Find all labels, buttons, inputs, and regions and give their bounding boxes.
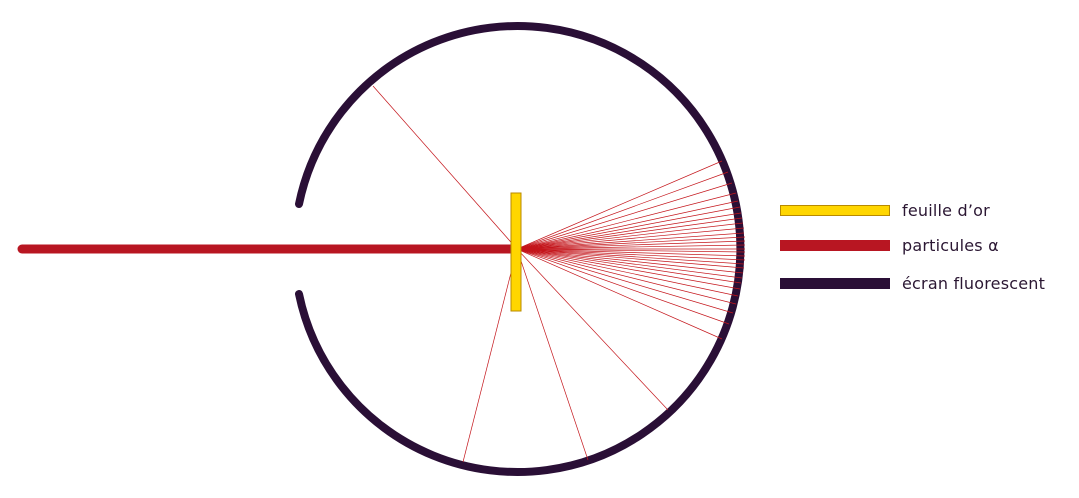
scattered-ray — [516, 248, 741, 290]
scattered-ray — [516, 248, 737, 305]
scattered-ray — [516, 248, 746, 257]
scattered-ray — [516, 200, 739, 250]
scattered-ray — [516, 248, 746, 261]
legend-label-gold-foil: feuille d’or — [902, 200, 990, 220]
scattered-ray — [516, 227, 745, 250]
legend-label-fluorescent-screen: écran fluorescent — [902, 273, 1046, 293]
scattered-ray — [516, 248, 743, 279]
legend-label-alpha-particles: particules α — [902, 235, 999, 255]
scattered-ray — [516, 248, 730, 325]
scattered-ray — [516, 192, 737, 250]
legend-swatch-fluorescent-screen — [780, 277, 890, 289]
gold-foil — [510, 192, 522, 312]
legend-swatch-gold-foil — [780, 204, 890, 216]
scattered-ray — [516, 222, 744, 250]
scattered-ray — [516, 171, 729, 250]
scattered-ray — [516, 248, 745, 265]
scattered-ray — [516, 248, 734, 314]
scattered-ray — [516, 248, 669, 411]
scattered-ray — [516, 248, 746, 253]
scattered-ray — [516, 240, 746, 250]
scattered-ray — [516, 248, 723, 340]
scattered-ray — [516, 248, 745, 269]
scattered-ray — [516, 160, 723, 250]
scattered-ray — [372, 85, 518, 250]
scattered-ray — [516, 248, 742, 284]
scattered-ray — [516, 248, 589, 461]
legend-swatch-alpha-particles — [780, 239, 890, 251]
scattered-ray — [516, 182, 733, 250]
scattered-ray — [516, 248, 739, 297]
scattered-rays — [372, 85, 746, 463]
scattered-ray — [516, 217, 743, 250]
legend-item-fluorescent-screen: écran fluorescent — [780, 272, 1045, 294]
scattered-ray — [516, 248, 744, 274]
scattered-ray — [516, 232, 745, 250]
scattered-ray — [516, 236, 746, 250]
scattered-ray — [516, 212, 742, 250]
legend-item-alpha-particles: particules α — [780, 234, 999, 256]
scattered-ray — [516, 206, 741, 250]
legend-item-gold-foil: feuille d’or — [780, 199, 990, 221]
scattered-ray — [516, 244, 746, 250]
scattered-ray — [462, 248, 518, 463]
